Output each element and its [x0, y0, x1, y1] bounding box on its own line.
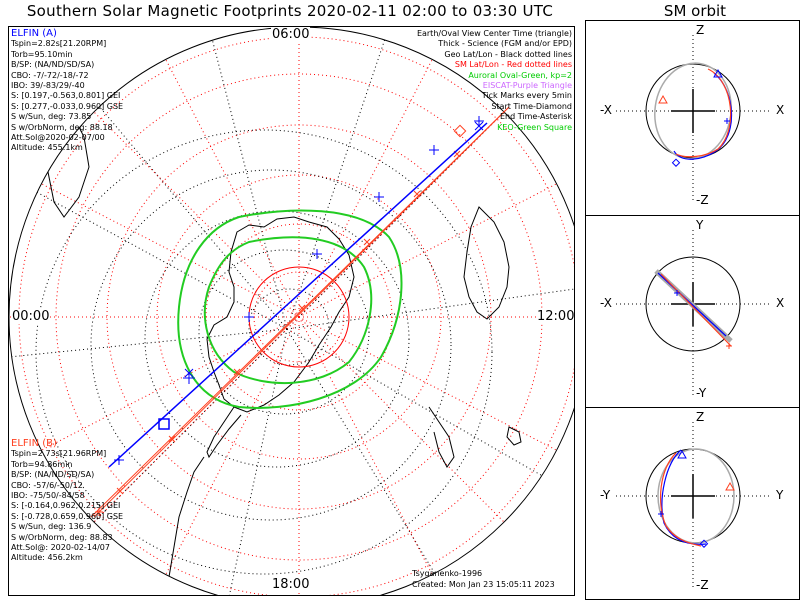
model-credit: Tsyganenko-1996	[412, 569, 483, 578]
elfin-b-track	[90, 106, 510, 518]
axis-label-right: X	[776, 103, 785, 117]
auroral-oval	[177, 209, 403, 409]
mlt-label-right: 12:00	[536, 309, 575, 324]
elfin-a-info: ELFIN (A) Tspin=2.82s[21.20RPM] Torb=95.…	[11, 28, 124, 154]
mlt-label-top: 06:00	[271, 27, 311, 42]
elfin-a-tick-marks	[114, 145, 439, 465]
elfin-a-line: CBO: -7/-72/-18/-72	[11, 70, 89, 80]
orbit-track-blue	[657, 272, 727, 337]
orbit-xz-svg	[616, 35, 771, 203]
elfin-b-line: S w/Sun, deg: 136.9	[11, 522, 92, 532]
antarctic-peninsula	[206, 406, 242, 459]
orbit-track-blue	[661, 449, 707, 545]
australia-coast	[463, 206, 510, 320]
elfin-b-info: ELFIN (B) Tspin=2.73s[21.96RPM] Torb=94.…	[11, 438, 124, 564]
elfin-b-end-asterisk	[95, 508, 103, 516]
axis-label-bottom: -Z	[696, 578, 709, 592]
orbit-track-red	[660, 273, 732, 347]
elfin-b-line: Altitude: 456.2km	[11, 553, 83, 563]
elfin-a-line: B/SP: (NA/ND/SD/SA)	[11, 60, 95, 70]
orbit-track-red	[675, 68, 732, 158]
elfin-a-name: ELFIN (A)	[11, 28, 57, 39]
legend-item: Geo Lat/Lon - Black dotted lines	[444, 49, 572, 59]
elfin-a-line: IBO: 39/-83/29/-40	[11, 80, 85, 90]
footprint-map-panel: 06:00 00:00 12:00 18:00 ELFIN (A) Tspin=…	[8, 26, 575, 596]
legend-item: Earth/Oval View Center Time (triangle)	[416, 29, 572, 38]
elfin-b-line: B/SP: (NA/ND/SD/SA)	[11, 470, 95, 480]
legend-item: Auroral Oval-Green, kp=2	[468, 70, 572, 80]
legend-item: EISCAT-Purple Triangle	[482, 80, 572, 90]
axis-label-top: Z	[696, 23, 705, 37]
axis-label-left: -Y	[600, 488, 611, 502]
created-timestamp: Created: Mon Jan 23 15:05:11 2023	[412, 580, 555, 589]
legend-item: Thick - Science (FGM and/or EPD)	[438, 39, 572, 49]
antarctica-coast	[206, 216, 355, 413]
legend-item: SM Lat/Lon - Red dotted lines	[454, 60, 572, 70]
elfin-a-line: Tspin=2.82s[21.20RPM]	[11, 39, 107, 49]
mlt-label-bottom: 18:00	[271, 577, 311, 592]
elfin-b-name: ELFIN (B)	[11, 438, 57, 449]
elfin-b-line: S w/OrbNorm, deg: 88.83	[11, 532, 113, 542]
axis-label-bottom: -Z	[696, 193, 709, 207]
elfin-a-line: Altitude: 455.1km	[11, 143, 83, 153]
elfin-b-line: Att.Sol@: 2020-02-14/07	[11, 542, 110, 552]
elfin-b-start-diamond	[453, 124, 467, 138]
elfin-a-line: S: [0.197,-0.563,0.801] GEI	[11, 91, 121, 101]
legend-item: Tick Marks every 5min	[481, 91, 572, 101]
elfin-a-line: S w/OrbNorm, deg: 88.18	[11, 122, 113, 132]
elfin-b-line: Torb=94.86min	[11, 459, 73, 469]
elfin-a-line: S: [0.277,-0.033,0.960] GSE	[11, 101, 124, 111]
axis-label-left: -X	[600, 103, 612, 117]
elfin-a-line: Torb=95.10min	[11, 49, 73, 59]
axis-label-top: Z	[696, 410, 705, 424]
plot-title: Southern Solar Magnetic Footprints 2020-…	[26, 2, 554, 20]
legend-item: Start Time-Diamond	[491, 101, 572, 111]
elfin-b-line: Tspin=2.73s[21.96RPM]	[11, 449, 107, 459]
auroral-oval-inner	[203, 236, 373, 385]
axis-label-right: Y	[776, 488, 784, 502]
orbit-title: SM orbit	[663, 2, 727, 20]
auroral-oval-outer	[177, 209, 403, 409]
axis-label-left: -X	[600, 296, 612, 310]
orbit-yz-svg	[616, 422, 771, 590]
new-zealand-coast	[428, 406, 455, 468]
elfin-a-end-asterisk	[474, 116, 484, 131]
island-coast	[506, 426, 522, 446]
legend: Earth/Oval View Center Time (triangle) T…	[417, 29, 572, 133]
elfin-b-line: S: [-0.728,0.659,0.960] GSE	[11, 511, 124, 521]
elfin-a-line: Att.Sol@2020-02-07/00	[11, 132, 105, 142]
legend-item: KEO-Green Square	[497, 122, 572, 132]
elfin-a-line: S w/Sun, deg: 73.85	[11, 112, 92, 122]
axis-label-top: Y	[696, 218, 704, 232]
south-america-coast	[163, 456, 205, 595]
elfin-b-line: CBO: -57/6/-50/12	[11, 480, 83, 490]
footprint-map-svg	[9, 27, 574, 595]
legend-item: End Time-Asterisk	[499, 112, 572, 122]
orbit-panel-yz: Z -Z -Y Y	[585, 407, 800, 600]
elfin-b-line: S: [-0.164,0.962,0.215] GEI	[11, 501, 121, 511]
mlt-label-left: 00:00	[11, 309, 51, 324]
orbit-track-red	[659, 452, 702, 547]
orbit-panel-xy: Y -Y -X X	[585, 215, 800, 408]
elfin-b-line: IBO: -75/50/-84/58	[11, 490, 85, 500]
view-center-triangle	[658, 94, 668, 104]
elfin-a-track	[108, 122, 488, 468]
axis-label-right: X	[776, 296, 785, 310]
orbit-track-blue	[673, 72, 733, 160]
orbit-xy-svg	[616, 230, 771, 398]
orbit-track-gray	[657, 448, 735, 544]
elfin-a-start-diamond	[158, 418, 170, 430]
elfin-b-tick-marks	[116, 150, 461, 495]
axis-label-bottom: -Y	[696, 386, 707, 400]
orbit-panel-xz: Z -Z -X X	[585, 20, 800, 216]
